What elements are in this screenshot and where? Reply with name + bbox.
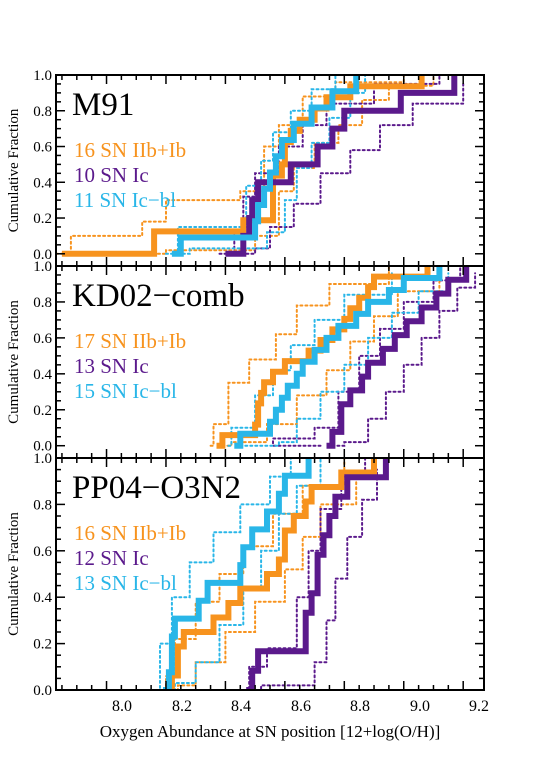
legend-entry: 16 SN IIb+Ib <box>74 138 186 162</box>
x-tick-label: 8.8 <box>350 698 370 715</box>
y-tick-label: 0.2 <box>33 403 52 419</box>
y-tick-label: 1.0 <box>33 68 52 84</box>
panel-2: 0.0 0.2 0.4 0.6 0.8 1.0 Cumulative Fraction KD0… <box>6 259 485 459</box>
legend-entry: 15 SN Ic−bl <box>74 379 177 403</box>
x-axis-title: Oxygen Abundance at SN position [12+log(… <box>100 722 441 741</box>
legend-entry: 11 SN Ic−bl <box>74 188 176 212</box>
y-tick-label: 0.4 <box>33 175 52 191</box>
upper-bound-line <box>156 458 292 690</box>
panel-data <box>209 266 477 449</box>
y-tick-label: 0.0 <box>33 247 52 263</box>
x-axis-tick-labels: 8.0 8.2 8.4 8.6 8.8 9.0 9.2 <box>112 698 489 715</box>
y-tick-label: 0.0 <box>33 683 52 699</box>
y-axis-title: Cumulative Fraction <box>6 512 22 636</box>
x-tick-label: 8.4 <box>231 698 251 715</box>
panel-data <box>56 75 465 257</box>
lower-bound-line <box>239 272 450 447</box>
cdf-series-line <box>171 75 360 257</box>
legend-entry: 13 SN Ic <box>74 354 149 378</box>
cdf-series-line <box>216 266 431 449</box>
y-tick-label: 0.8 <box>33 295 52 311</box>
cdf-series-line <box>246 458 389 690</box>
y-tick-label: 0.4 <box>33 590 52 606</box>
y-tick-label: 0.6 <box>33 331 52 347</box>
y-tick-label: 0.0 <box>33 439 52 455</box>
lower-bound-line <box>170 458 387 690</box>
panel-title: KD02−comb <box>72 278 245 314</box>
panel-title: PP04−O3N2 <box>72 470 241 506</box>
x-tick-label: 8.0 <box>112 698 132 715</box>
lower-bound-line <box>331 272 477 447</box>
cdf-series-line <box>166 458 377 690</box>
y-tick-label: 0.4 <box>33 367 52 383</box>
upper-bound-line <box>272 266 462 447</box>
y-axis-title: Cumulative Fraction <box>6 108 22 232</box>
lower-bound-line <box>221 272 441 447</box>
legend-entry: 10 SN Ic <box>74 163 149 187</box>
y-tick-label: 0.6 <box>33 140 52 156</box>
legend-entry: 16 SN IIb+Ib <box>74 521 186 545</box>
y-tick-label: 1.0 <box>33 259 52 275</box>
y-tick-label: 1.0 <box>33 451 52 467</box>
panel-title: M91 <box>72 87 134 123</box>
legend-entry: 17 SN IIb+Ib <box>74 329 186 353</box>
y-tick-label: 0.2 <box>33 637 52 653</box>
y-tick-label: 0.8 <box>33 497 52 513</box>
legend-entry: 12 SN Ic <box>74 546 149 570</box>
cdf-series-line <box>163 458 312 690</box>
upper-bound-line <box>209 266 390 447</box>
cdf-series-line <box>234 266 443 449</box>
y-tick-label: 0.2 <box>33 211 52 227</box>
panel-1: 0.0 0.2 0.4 0.6 0.8 1.0 Cumulative Fraction M91… <box>6 68 485 267</box>
y-tick-label: 0.6 <box>33 544 52 560</box>
cdf-series-line <box>326 266 470 449</box>
upper-bound-line <box>227 272 393 447</box>
x-tick-label: 9.2 <box>469 698 489 715</box>
legend-entry: 13 SN Ic−bl <box>74 571 177 595</box>
x-tick-label: 9.0 <box>410 698 430 715</box>
lower-bound-line <box>251 468 378 690</box>
panels-layer: 0.0 0.2 0.4 0.6 0.8 1.0 Cumulative Fraction M91… <box>6 68 485 699</box>
cdf-series-line <box>225 75 458 257</box>
x-tick-label: 8.2 <box>172 698 192 715</box>
x-tick-label: 8.6 <box>291 698 311 715</box>
y-axis-title: Cumulative Fraction <box>6 300 22 424</box>
panel-3: 0.0 0.2 0.4 0.6 0.8 1.0 Cumulative Fraction PP0… <box>6 451 485 699</box>
panel-data <box>156 458 389 690</box>
y-tick-label: 0.8 <box>33 104 52 120</box>
